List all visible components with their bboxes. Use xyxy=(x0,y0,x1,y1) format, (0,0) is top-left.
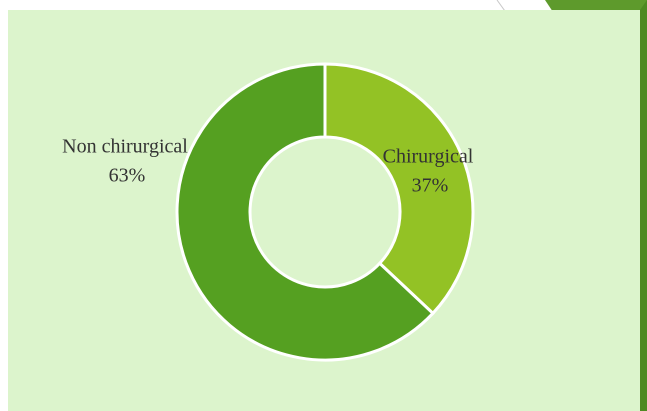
donut-slice xyxy=(323,62,475,316)
value-label: 37% xyxy=(412,175,449,197)
decor-strip xyxy=(640,0,647,411)
category-label: Non chirurgical xyxy=(62,136,188,158)
value-label: 63% xyxy=(109,165,146,187)
plot: Chirurgical 37% Non chirurgical 63% xyxy=(62,62,475,362)
category-label: Chirurgical xyxy=(383,146,474,168)
donut-slice xyxy=(175,62,436,362)
